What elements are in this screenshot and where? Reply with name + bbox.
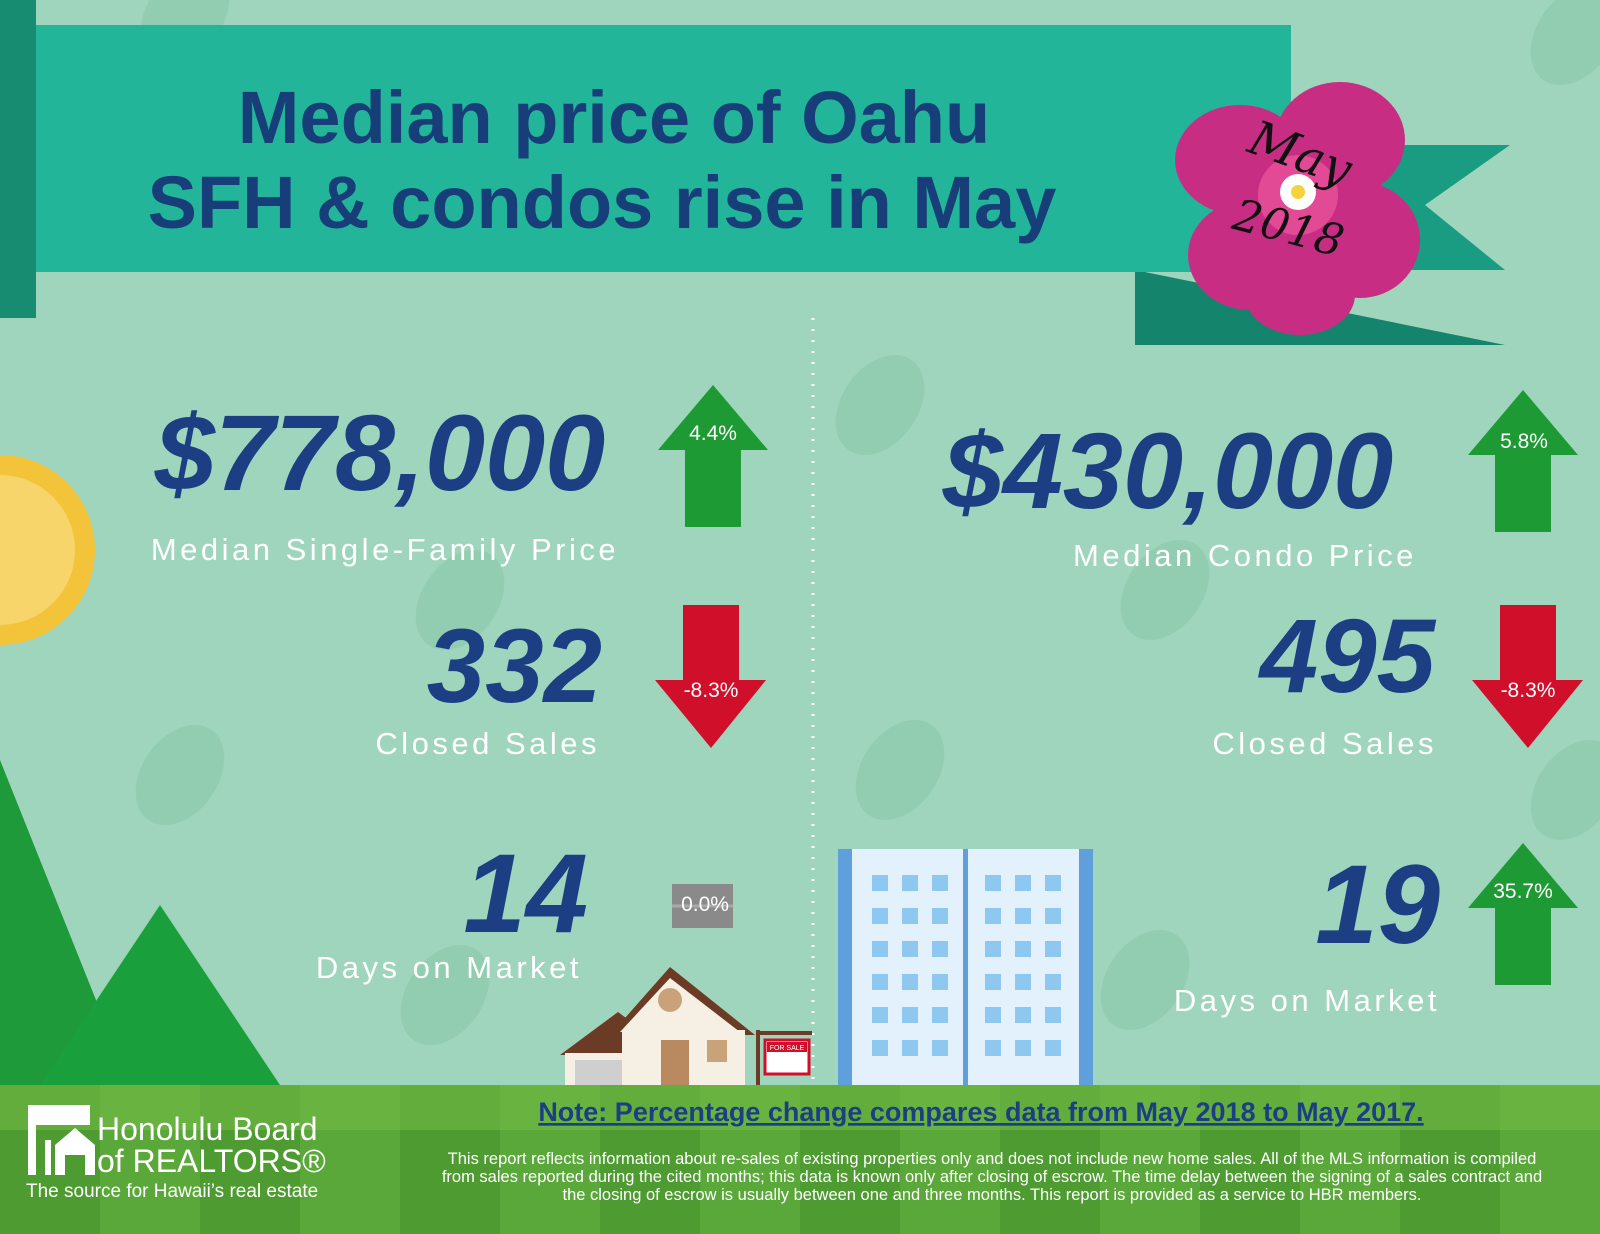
sign-text: FOR SALE (770, 1045, 805, 1052)
change-label: 5.8% (1500, 430, 1548, 453)
arrow-down (655, 605, 766, 748)
disclaimer: the closing of escrow is usually between… (562, 1186, 1421, 1204)
arrow-up (1468, 843, 1578, 985)
arrow-up (658, 385, 768, 527)
stat-label: Closed Sales (375, 726, 600, 761)
stat-label: Median Condo Price (1073, 538, 1417, 573)
arrow-down (1472, 605, 1583, 748)
stat-label: Closed Sales (1212, 726, 1437, 761)
stat-label: Days on Market (1174, 983, 1440, 1018)
title-line: Median price of Oahu (238, 76, 990, 159)
banner (36, 25, 1291, 272)
mountain (40, 905, 280, 1085)
logo-text: of REALTORS® (97, 1143, 326, 1179)
change-label: -8.3% (1501, 679, 1556, 702)
footer-grass (0, 1085, 1600, 1234)
disclaimer: This report reflects information about r… (448, 1150, 1537, 1168)
house (560, 967, 812, 1085)
stat-value: 19 (1315, 842, 1440, 967)
logo-tagline: The source for Hawaii’s real estate (26, 1181, 318, 1202)
change-label: 0.0% (681, 893, 729, 916)
stat-value: $778,000 (154, 392, 605, 513)
stat-label: Median Single-Family Price (151, 532, 619, 567)
sun (0, 455, 95, 645)
stat-value: 332 (427, 608, 602, 725)
stat-label: Days on Market (316, 950, 582, 985)
flower-badge (1175, 82, 1420, 335)
logo-icon (28, 1105, 95, 1175)
logo-text: Honolulu Board (97, 1111, 318, 1147)
change-label: -8.3% (684, 679, 739, 702)
change-label: 4.4% (689, 422, 737, 445)
banner-strip (0, 0, 36, 318)
stat-value: 14 (463, 831, 588, 956)
disclaimer: from sales reported during the cited mon… (442, 1168, 1542, 1186)
leaf-decor (135, 0, 1600, 1046)
change-label: 35.7% (1493, 880, 1553, 903)
building (838, 849, 1093, 1085)
stat-value: $430,000 (942, 410, 1393, 531)
title-line: SFH & condos rise in May (148, 161, 1057, 244)
note: Note: Percentage change compares data fr… (538, 1097, 1423, 1127)
stat-value: 495 (1258, 598, 1437, 715)
arrow-up (1468, 390, 1578, 532)
